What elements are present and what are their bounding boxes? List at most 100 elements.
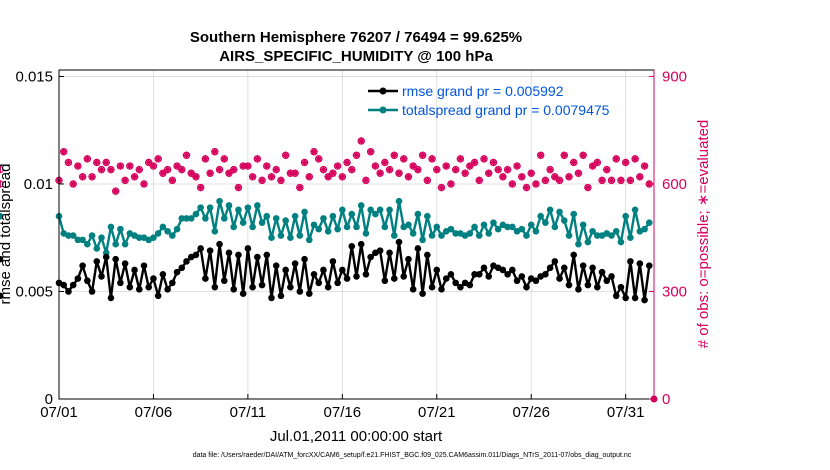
rmse-point xyxy=(140,262,148,269)
obs-evaluated-point xyxy=(277,176,285,184)
totalspread-point xyxy=(187,215,195,222)
obs-evaluated-point xyxy=(215,166,224,174)
rmse-point xyxy=(433,266,441,274)
totalspread-point xyxy=(353,223,360,231)
rmse-series xyxy=(0,238,653,304)
left-tick-label: 0.01 xyxy=(24,176,53,193)
obs-evaluated-point xyxy=(437,183,446,192)
totalspread-point xyxy=(372,210,379,218)
totalspread-point xyxy=(362,230,370,237)
rmse-point xyxy=(339,266,346,274)
totalspread-point xyxy=(272,215,280,222)
obs-evaluated-point xyxy=(390,151,398,159)
totalspread-point xyxy=(268,234,275,242)
rmse-point xyxy=(310,270,318,278)
obs-evaluated-point xyxy=(612,155,620,163)
rmse-point xyxy=(598,268,606,276)
obs-evaluated-point xyxy=(518,173,526,181)
obs-evaluated-point xyxy=(291,169,299,177)
rmse-point xyxy=(428,283,436,291)
obs-evaluated-point xyxy=(206,169,214,177)
rmse-point xyxy=(117,279,124,287)
obs-evaluated-point xyxy=(598,176,606,184)
obs-evaluated-point xyxy=(433,166,441,174)
obs-possible-point xyxy=(0,165,4,174)
obs-evaluated-point xyxy=(173,162,181,170)
left-tick-label: 0.005 xyxy=(15,283,53,300)
obs-evaluated-point xyxy=(211,148,219,156)
totalspread-point xyxy=(409,230,417,237)
totalspread-point xyxy=(206,204,214,211)
rmse-point xyxy=(249,283,256,291)
rmse-point xyxy=(197,245,204,252)
totalspread-point xyxy=(65,232,72,239)
obs-evaluated-point xyxy=(305,173,313,181)
obs-evaluated-point xyxy=(631,155,639,163)
obs-evaluated-point xyxy=(263,162,271,170)
obs-evaluated-point xyxy=(579,151,587,159)
obs-evaluated-point xyxy=(60,148,68,156)
rmse-point xyxy=(135,286,143,293)
rmse-point xyxy=(353,273,360,280)
rmse-point xyxy=(102,253,110,261)
totalspread-point xyxy=(575,240,582,248)
rmse-point xyxy=(390,275,398,282)
rmse-point xyxy=(244,245,252,252)
rmse-point xyxy=(88,288,96,295)
rmse-point xyxy=(74,275,82,282)
rmse-point xyxy=(329,258,337,265)
rmse-point xyxy=(291,260,299,267)
totalspread-point xyxy=(220,215,228,222)
totalspread-point xyxy=(150,234,157,242)
obs-evaluated-point xyxy=(499,173,507,181)
totalspread-point xyxy=(466,230,474,237)
totalspread-point xyxy=(424,212,431,220)
rmse-point xyxy=(622,294,629,302)
rmse-point xyxy=(230,286,238,293)
obs-evaluated-point xyxy=(253,155,261,163)
totalspread-point xyxy=(0,212,4,220)
rmse-point xyxy=(263,251,271,259)
obs-evaluated-point xyxy=(74,162,82,170)
rmse-point xyxy=(183,258,190,265)
rmse-point xyxy=(357,240,365,248)
right-tick-label: 600 xyxy=(662,176,687,193)
rmse-point xyxy=(405,255,412,263)
totalspread-point xyxy=(594,232,601,239)
totalspread-point xyxy=(301,208,308,216)
obs-evaluated-point xyxy=(164,166,172,174)
rmse-point xyxy=(268,294,275,302)
obs-evaluated-point xyxy=(546,166,554,174)
totalspread-point xyxy=(532,227,540,235)
totalspread-point xyxy=(310,221,318,229)
obs-evaluated-point xyxy=(541,176,549,184)
totalspread-point xyxy=(386,206,393,214)
x-axis-label: Jul.01,2011 00:00:00 start xyxy=(270,428,443,445)
rmse-point xyxy=(126,283,134,291)
totalspread-point xyxy=(202,215,209,222)
rmse-point xyxy=(452,279,459,287)
rmse-point xyxy=(442,275,450,282)
totalspread-point xyxy=(98,234,105,242)
obs-evaluated-point xyxy=(400,155,408,163)
totalspread-point xyxy=(254,202,261,209)
totalspread-point xyxy=(112,240,119,248)
totalspread-point xyxy=(490,219,497,226)
rmse-point xyxy=(192,251,200,259)
totalspread-point xyxy=(230,223,238,231)
totalspread-point xyxy=(438,232,445,239)
totalspread-point xyxy=(343,223,351,231)
obs-possible-point xyxy=(0,180,4,188)
rmse-point xyxy=(579,262,587,269)
totalspread-point xyxy=(584,238,592,246)
totalspread-point xyxy=(546,206,554,214)
rmse-point xyxy=(376,247,384,254)
rmse-point xyxy=(575,286,582,293)
rmse-point xyxy=(65,288,72,295)
rmse-point xyxy=(79,262,86,269)
rmse-point xyxy=(612,292,620,300)
obs-evaluated-point xyxy=(93,158,101,167)
totalspread-point xyxy=(480,221,488,229)
totalspread-point xyxy=(381,223,389,231)
totalspread-point xyxy=(405,221,412,229)
